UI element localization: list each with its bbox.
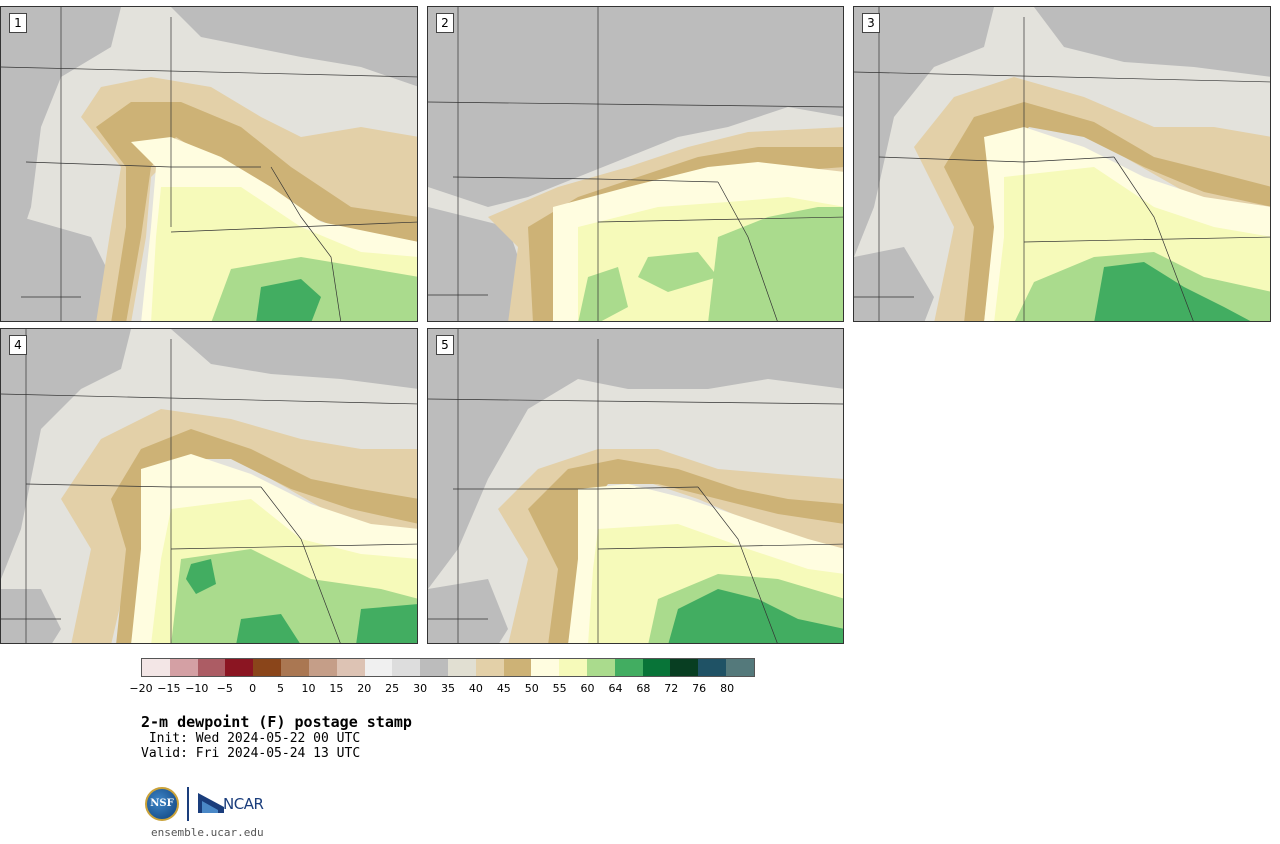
colorbar-swatch bbox=[559, 659, 587, 676]
panel-label: 1 bbox=[9, 13, 27, 33]
ncar-logo: NCAR bbox=[223, 795, 264, 813]
colorbar-swatch bbox=[531, 659, 560, 676]
panel-label: 2 bbox=[436, 13, 454, 33]
colorbar-swatch bbox=[253, 659, 282, 676]
figure-title: 2-m dewpoint (F) postage stamp bbox=[141, 713, 412, 731]
map-panel-3: 3 bbox=[853, 6, 1271, 322]
dewpoint-map-5 bbox=[428, 329, 843, 643]
colorbar-tick-label: 80 bbox=[720, 682, 735, 695]
colorbar-swatch bbox=[726, 659, 754, 676]
panel-label: 3 bbox=[862, 13, 880, 33]
colorbar-tick-label: 76 bbox=[692, 682, 707, 695]
website-link[interactable]: ensemble.ucar.edu bbox=[151, 826, 264, 839]
init-time: Init: Wed 2024-05-22 00 UTC bbox=[141, 731, 361, 746]
colorbar-tick-label: 15 bbox=[329, 682, 344, 695]
logos: NSF NCAR bbox=[145, 786, 275, 822]
colorbar-ticks: −20 −15 −10 −5 0 5 10 15 20 25 30 35 40 45 50 55 60 64 68 7… bbox=[129, 682, 755, 696]
colorbar-tick-label: 45 bbox=[496, 682, 511, 695]
colorbar-swatch bbox=[281, 659, 309, 676]
panel-label: 5 bbox=[436, 335, 454, 355]
map-panel-5: 5 bbox=[427, 328, 844, 644]
colorbar-tick-label: 35 bbox=[441, 682, 455, 695]
map-panel-2: 2 bbox=[427, 6, 844, 322]
colorbar-tick-label: 30 bbox=[413, 682, 428, 695]
colorbar-swatch bbox=[642, 659, 671, 676]
colorbar bbox=[141, 658, 755, 677]
colorbar-tick-label: 20 bbox=[357, 682, 372, 695]
colorbar-swatch bbox=[475, 659, 504, 676]
colorbar-tick-label: 55 bbox=[552, 682, 567, 695]
dewpoint-map-1 bbox=[1, 7, 417, 321]
colorbar-tick-label: 10 bbox=[301, 682, 316, 695]
colorbar-swatch bbox=[142, 659, 170, 676]
colorbar-tick-label: 68 bbox=[636, 682, 651, 695]
colorbar-tick-label: 60 bbox=[580, 682, 595, 695]
panel-label: 4 bbox=[9, 335, 27, 355]
colorbar-swatch bbox=[364, 659, 393, 676]
colorbar-swatch bbox=[197, 659, 226, 676]
colorbar-tick-label: 72 bbox=[664, 682, 679, 695]
colorbar-swatch bbox=[308, 659, 337, 676]
colorbar-tick-label: 5 bbox=[277, 682, 285, 695]
colorbar-tick-label: 50 bbox=[524, 682, 539, 695]
colorbar-swatch bbox=[670, 659, 699, 676]
colorbar-swatch bbox=[169, 659, 198, 676]
colorbar-tick-label: 40 bbox=[468, 682, 483, 695]
valid-time: Valid: Fri 2024-05-24 13 UTC bbox=[141, 746, 361, 761]
nsf-logo: NSF bbox=[145, 787, 179, 821]
dewpoint-map-4 bbox=[1, 329, 417, 643]
colorbar-swatch bbox=[503, 659, 532, 676]
colorbar-tick-label: 0 bbox=[249, 682, 257, 695]
colorbar-tick-label: −10 bbox=[185, 682, 209, 695]
colorbar-swatch bbox=[336, 659, 365, 676]
dewpoint-map-2 bbox=[428, 7, 843, 321]
map-panel-1: 1 bbox=[0, 6, 418, 322]
dewpoint-map-3 bbox=[854, 7, 1270, 321]
logo-divider bbox=[187, 787, 189, 821]
colorbar-tick-label: 64 bbox=[608, 682, 623, 695]
colorbar-swatch bbox=[225, 659, 254, 676]
colorbar-tick-label: −5 bbox=[216, 682, 233, 695]
colorbar-swatch bbox=[614, 659, 643, 676]
colorbar-swatch bbox=[587, 659, 615, 676]
map-panel-4: 4 bbox=[0, 328, 418, 644]
colorbar-swatch bbox=[447, 659, 476, 676]
ncar-mark-icon bbox=[198, 793, 224, 813]
colorbar-swatch bbox=[420, 659, 448, 676]
colorbar-tick-label: −15 bbox=[157, 682, 181, 695]
colorbar-swatch bbox=[698, 659, 727, 676]
colorbar-tick-label: −20 bbox=[129, 682, 153, 695]
colorbar-tick-label: 25 bbox=[385, 682, 400, 695]
colorbar-swatch bbox=[392, 659, 421, 676]
